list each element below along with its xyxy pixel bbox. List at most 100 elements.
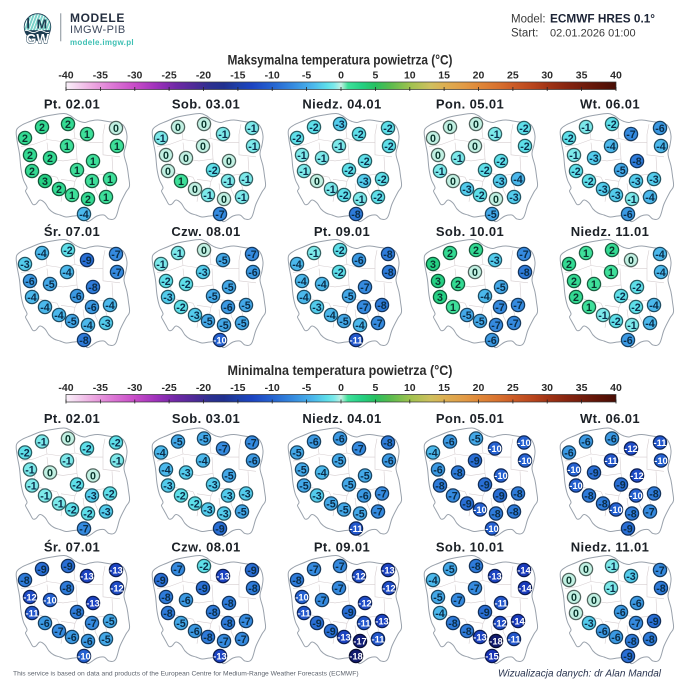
svg-text:-3: -3 <box>584 618 594 630</box>
svg-text:-2: -2 <box>105 488 115 500</box>
svg-text:0: 0 <box>201 245 207 257</box>
svg-text:2: 2 <box>447 248 453 260</box>
svg-text:-6: -6 <box>623 209 633 221</box>
svg-text:-10: -10 <box>629 490 643 501</box>
svg-text:-7: -7 <box>631 618 641 630</box>
svg-text:-2: -2 <box>475 190 485 202</box>
svg-text:-2: -2 <box>181 279 191 291</box>
svg-text:40: 40 <box>610 382 622 394</box>
svg-text:-1: -1 <box>569 150 579 162</box>
svg-text:-8: -8 <box>208 607 218 619</box>
svg-text:-11: -11 <box>653 437 666 448</box>
svg-text:-2: -2 <box>292 133 302 145</box>
svg-text:-1: -1 <box>62 455 72 467</box>
svg-text:-4: -4 <box>299 292 309 304</box>
svg-text:-4: -4 <box>156 447 166 459</box>
svg-text:-6: -6 <box>335 433 345 445</box>
svg-text:-3: -3 <box>312 302 322 314</box>
svg-text:-3: -3 <box>163 292 173 304</box>
svg-text:-1: -1 <box>223 176 233 188</box>
svg-text:-1: -1 <box>334 141 344 153</box>
svg-text:-1: -1 <box>490 129 500 141</box>
svg-text:-5: -5 <box>302 70 311 82</box>
svg-text:-9: -9 <box>37 564 47 576</box>
svg-text:-5: -5 <box>299 480 309 492</box>
svg-text:-5: -5 <box>203 316 213 328</box>
svg-text:-4: -4 <box>656 267 666 279</box>
svg-text:-6: -6 <box>248 455 258 467</box>
svg-text:-7: -7 <box>513 300 523 312</box>
svg-text:0: 0 <box>226 156 232 168</box>
svg-text:-11: -11 <box>604 455 617 466</box>
svg-text:0: 0 <box>113 123 119 135</box>
svg-text:-5: -5 <box>45 279 55 291</box>
svg-text:-4: -4 <box>355 320 365 332</box>
svg-text:0: 0 <box>493 194 499 206</box>
svg-text:-13: -13 <box>109 564 123 575</box>
svg-text:-3: -3 <box>611 190 621 202</box>
svg-text:-8: -8 <box>351 209 361 221</box>
svg-text:0: 0 <box>90 470 96 482</box>
svg-text:-7: -7 <box>317 595 327 607</box>
svg-text:-8: -8 <box>88 282 98 294</box>
svg-text:-6: -6 <box>83 636 93 648</box>
svg-text:-6: -6 <box>72 291 82 303</box>
svg-text:-3: -3 <box>87 490 97 502</box>
svg-text:-10: -10 <box>77 650 91 661</box>
svg-text:-4: -4 <box>297 276 307 288</box>
svg-text:-7: -7 <box>453 595 463 607</box>
svg-text:-8: -8 <box>377 300 387 312</box>
svg-text:Czw. 08.01: Czw. 08.01 <box>171 540 240 555</box>
svg-text:-8: -8 <box>471 561 481 573</box>
svg-text:-3: -3 <box>181 467 191 479</box>
svg-text:-4: -4 <box>480 291 490 303</box>
svg-text:-9: -9 <box>156 575 166 587</box>
svg-text:3: 3 <box>42 176 48 188</box>
svg-text:-1: -1 <box>581 122 591 134</box>
svg-text:-1: -1 <box>247 123 257 135</box>
svg-text:-1: -1 <box>326 184 336 196</box>
svg-text:-2: -2 <box>377 174 387 186</box>
svg-text:-2: -2 <box>360 156 370 168</box>
svg-text:-7: -7 <box>354 443 364 455</box>
svg-text:-10: -10 <box>43 594 57 605</box>
svg-text:-10: -10 <box>494 470 508 481</box>
svg-text:-5: -5 <box>176 618 186 630</box>
svg-text:-5: -5 <box>360 470 370 482</box>
svg-text:0: 0 <box>163 150 169 162</box>
svg-text:-4: -4 <box>27 292 37 304</box>
svg-text:-12: -12 <box>624 443 638 454</box>
svg-text:-4: -4 <box>317 279 327 291</box>
svg-text:1: 1 <box>84 129 90 141</box>
svg-text:-10: -10 <box>473 504 487 515</box>
svg-text:Pt. 09.01: Pt. 09.01 <box>314 224 370 239</box>
svg-text:1: 1 <box>90 156 96 168</box>
svg-text:-8: -8 <box>20 575 30 587</box>
svg-text:Wt. 06.01: Wt. 06.01 <box>580 411 640 426</box>
svg-text:-11: -11 <box>371 633 384 644</box>
svg-text:-15: -15 <box>230 382 245 394</box>
svg-text:-4: -4 <box>317 467 327 479</box>
svg-text:-8: -8 <box>79 335 89 347</box>
svg-text:-2: -2 <box>383 123 393 135</box>
svg-text:-8: -8 <box>383 249 393 261</box>
svg-text:-2: -2 <box>496 156 506 168</box>
svg-text:-2: -2 <box>190 498 200 510</box>
svg-text:-3: -3 <box>490 255 500 267</box>
svg-text:-11: -11 <box>25 607 38 618</box>
svg-text:-9: -9 <box>82 255 92 267</box>
svg-text:0: 0 <box>221 194 227 206</box>
svg-text:3: 3 <box>430 259 436 271</box>
svg-text:-9: -9 <box>589 467 599 479</box>
svg-text:0: 0 <box>314 176 320 188</box>
svg-text:-10: -10 <box>517 437 531 448</box>
svg-text:0: 0 <box>571 592 577 604</box>
svg-text:0: 0 <box>430 133 436 145</box>
svg-text:-8: -8 <box>520 267 530 279</box>
svg-text:-6: -6 <box>655 123 665 135</box>
svg-text:-6: -6 <box>632 598 642 610</box>
svg-text:-4: -4 <box>79 209 89 221</box>
svg-text:-3: -3 <box>495 176 505 188</box>
svg-text:-2: -2 <box>616 291 626 303</box>
svg-text:-3: -3 <box>509 192 519 204</box>
